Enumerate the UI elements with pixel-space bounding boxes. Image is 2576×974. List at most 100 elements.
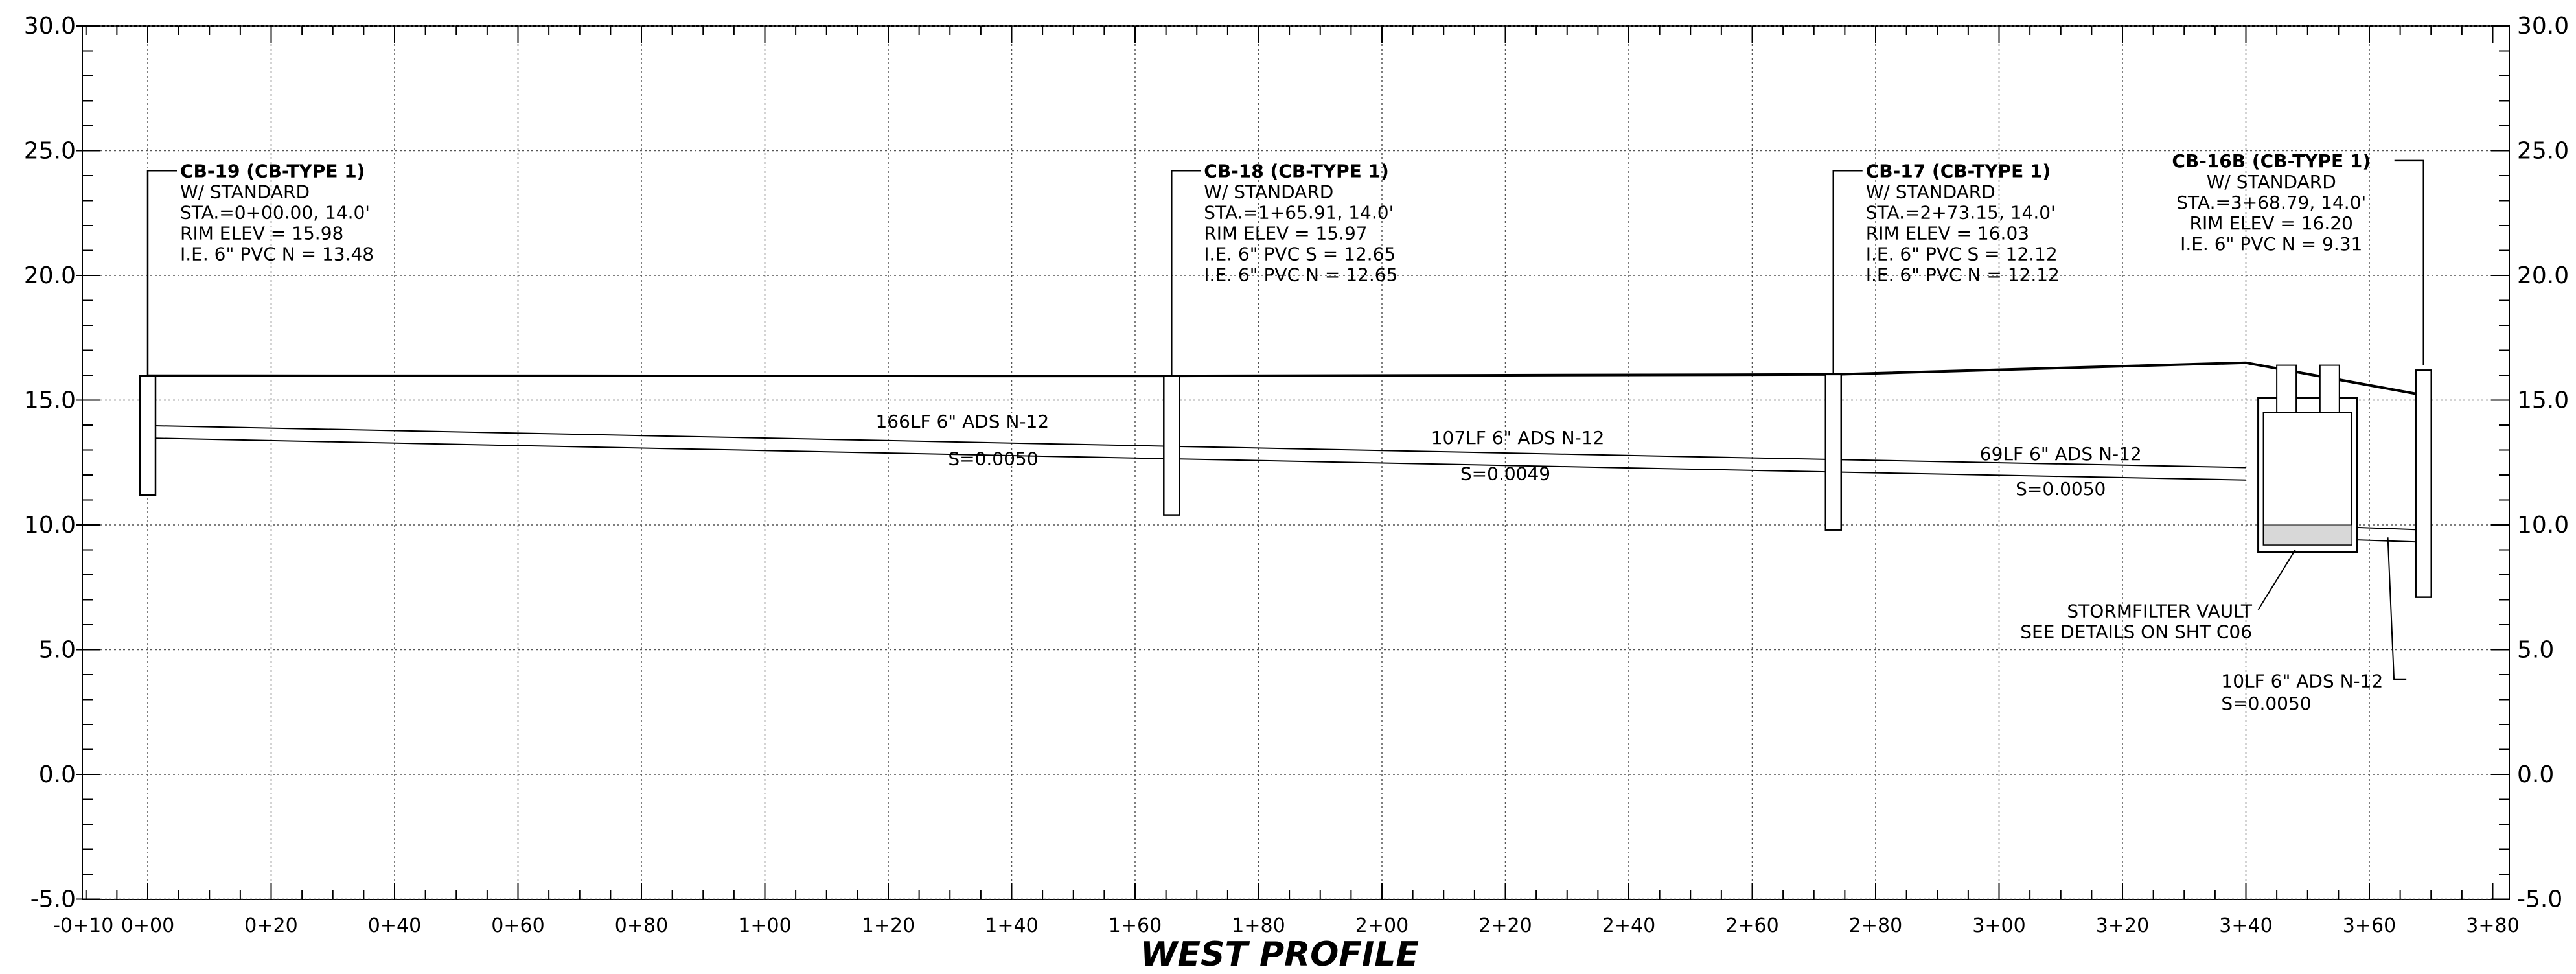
pipe-invert <box>2356 539 2424 543</box>
elevation-label-right: -5.0 <box>2517 887 2562 913</box>
station-label: 1+20 <box>862 914 915 937</box>
station-axis-labels: -0+10 0+00 0+20 0+40 0+60 0+80 1+00 1+20 1+40 1+6… <box>53 914 2520 937</box>
elevation-label-left: 10.0 <box>24 512 76 539</box>
station-label: 2+20 <box>1478 914 1532 937</box>
pipe-slope: S=0.0050 <box>948 448 1038 470</box>
pipe-label: 10LF 6" ADS N-12 <box>2221 670 2383 691</box>
structure-note: W/ STANDARD <box>1866 181 1995 202</box>
station-label: 0+40 <box>368 914 421 937</box>
axis-minor-ticks <box>82 25 2509 900</box>
structure-note: I.E. 6" PVC N = 12.65 <box>1204 264 1397 285</box>
structure-note: I.E. 6" PVC S = 12.12 <box>1866 243 2058 264</box>
elevation-label-left: 0.0 <box>39 761 76 788</box>
structure-note: STA.=3+68.79, 14.0' <box>2176 192 2366 213</box>
elevation-label-left: 20.0 <box>24 262 76 289</box>
elevation-label-right: 30.0 <box>2517 13 2569 40</box>
station-label: 1+80 <box>1232 914 1285 937</box>
structure-note: STA.=1+65.91, 14.0' <box>1204 202 1394 223</box>
vault-gravel <box>2263 524 2352 546</box>
pipe-invert <box>147 437 1172 459</box>
catch-basin-3 <box>2415 369 2432 598</box>
pipe-slope: S=0.0050 <box>2016 478 2106 500</box>
station-label: 2+60 <box>1725 914 1778 937</box>
elevation-label-left: 5.0 <box>39 637 76 664</box>
pipe-crown <box>1833 459 2246 469</box>
catch-basin-0 <box>139 375 157 496</box>
callout-leader <box>1171 170 1201 377</box>
structure-note: STA.=2+73.15, 14.0' <box>1866 202 2056 223</box>
pipe-label: 107LF 6" ADS N-12 <box>1431 427 1605 448</box>
station-label: 1+60 <box>1109 914 1162 937</box>
structure-note: RIM ELEV = 15.98 <box>180 222 343 244</box>
station-label: 3+00 <box>1972 914 2025 937</box>
ground-profile <box>147 361 2424 397</box>
elevation-label-right: 15.0 <box>2517 388 2569 414</box>
pipe-crown <box>2356 526 2424 531</box>
structure-note: RIM ELEV = 15.97 <box>1204 222 1367 244</box>
station-label: 0+00 <box>121 914 174 937</box>
elevation-label-right: 25.0 <box>2517 138 2569 165</box>
station-label: 0+60 <box>491 914 544 937</box>
structure-name: CB-16B (CB-TYPE 1) <box>2172 150 2371 172</box>
station-label: 2+40 <box>1602 914 1655 937</box>
structure-note: W/ STANDARD <box>2207 171 2336 192</box>
callout-leader <box>1832 170 1863 375</box>
station-label: 0+80 <box>615 914 668 937</box>
plot-frame <box>82 25 2510 900</box>
pipe-slope: S=0.0049 <box>1460 463 1550 485</box>
pipe-runs: 166LF 6" ADS N-12 S=0.0050 107LF 6" ADS N-… <box>147 411 2424 543</box>
profile-grid <box>82 25 2510 900</box>
pipe-label: 166LF 6" ADS N-12 <box>875 411 1049 432</box>
structure-note: W/ STANDARD <box>1204 181 1333 202</box>
station-label: 1+40 <box>985 914 1038 937</box>
vault-note: STORMFILTER VAULT <box>2067 600 2253 621</box>
vault-leader <box>2257 549 2296 610</box>
pipe-crown <box>1171 445 1834 461</box>
station-label: 0+20 <box>244 914 297 937</box>
structure-note: W/ STANDARD <box>180 181 310 202</box>
station-label: 3+40 <box>2219 914 2272 937</box>
structure-note: I.E. 6" PVC N = 13.48 <box>180 243 374 264</box>
station-label: 2+80 <box>1849 914 1902 937</box>
structure-name: CB-18 (CB-TYPE 1) <box>1204 160 1388 181</box>
ground-line <box>147 361 2424 397</box>
elevation-label-left: 30.0 <box>24 13 76 40</box>
catch-basins: CB-19 (CB-TYPE 1)W/ STANDARDSTA.=0+00.00… <box>139 150 2432 598</box>
structure-note: I.E. 6" PVC N = 12.12 <box>1866 264 2060 285</box>
station-label: -0+10 <box>53 914 113 937</box>
pipe-leader <box>2387 537 2407 680</box>
pipe-invert <box>1171 458 1834 473</box>
pipe-crown <box>147 424 1172 447</box>
structure-name: CB-19 (CB-TYPE 1) <box>180 160 365 181</box>
elevation-label-left: 15.0 <box>24 388 76 414</box>
elevation-label-left: -5.0 <box>30 887 76 913</box>
callout-leader <box>146 170 177 376</box>
station-label: 3+20 <box>2096 914 2149 937</box>
structure-note: I.E. 6" PVC N = 9.31 <box>2180 233 2362 255</box>
structure-note: STA.=0+00.00, 14.0' <box>180 202 370 223</box>
pipe-invert <box>1833 471 2246 481</box>
stormfilter-vault <box>2257 364 2358 553</box>
elevation-label-right: 5.0 <box>2517 637 2554 664</box>
vault-note: SEE DETAILS ON SHT C06 <box>2020 621 2252 642</box>
station-label: 2+00 <box>1355 914 1409 937</box>
elevation-label-right: 20.0 <box>2517 262 2569 289</box>
profile-title: WEST PROFILE <box>1140 935 1419 974</box>
station-label: 1+00 <box>738 914 791 937</box>
structure-note: I.E. 6" PVC S = 12.65 <box>1204 243 1396 264</box>
callout-leader <box>2394 159 2424 365</box>
station-label: 3+80 <box>2466 914 2519 937</box>
elevation-label-right: 0.0 <box>2517 761 2554 788</box>
elevation-label-right: 10.0 <box>2517 512 2569 539</box>
structure-note: RIM ELEV = 16.20 <box>2190 213 2353 234</box>
structure-name: CB-17 (CB-TYPE 1) <box>1866 160 2051 181</box>
elevation-label-left: 25.0 <box>24 138 76 165</box>
pipe-label: 69LF 6" ADS N-12 <box>1980 443 2142 465</box>
catch-basin-1 <box>1163 375 1180 516</box>
station-label: 3+60 <box>2343 914 2396 937</box>
pipe-slope: S=0.0050 <box>2221 693 2311 714</box>
catch-basin-2 <box>1824 373 1843 531</box>
vault-riser-1 <box>2276 364 2297 413</box>
